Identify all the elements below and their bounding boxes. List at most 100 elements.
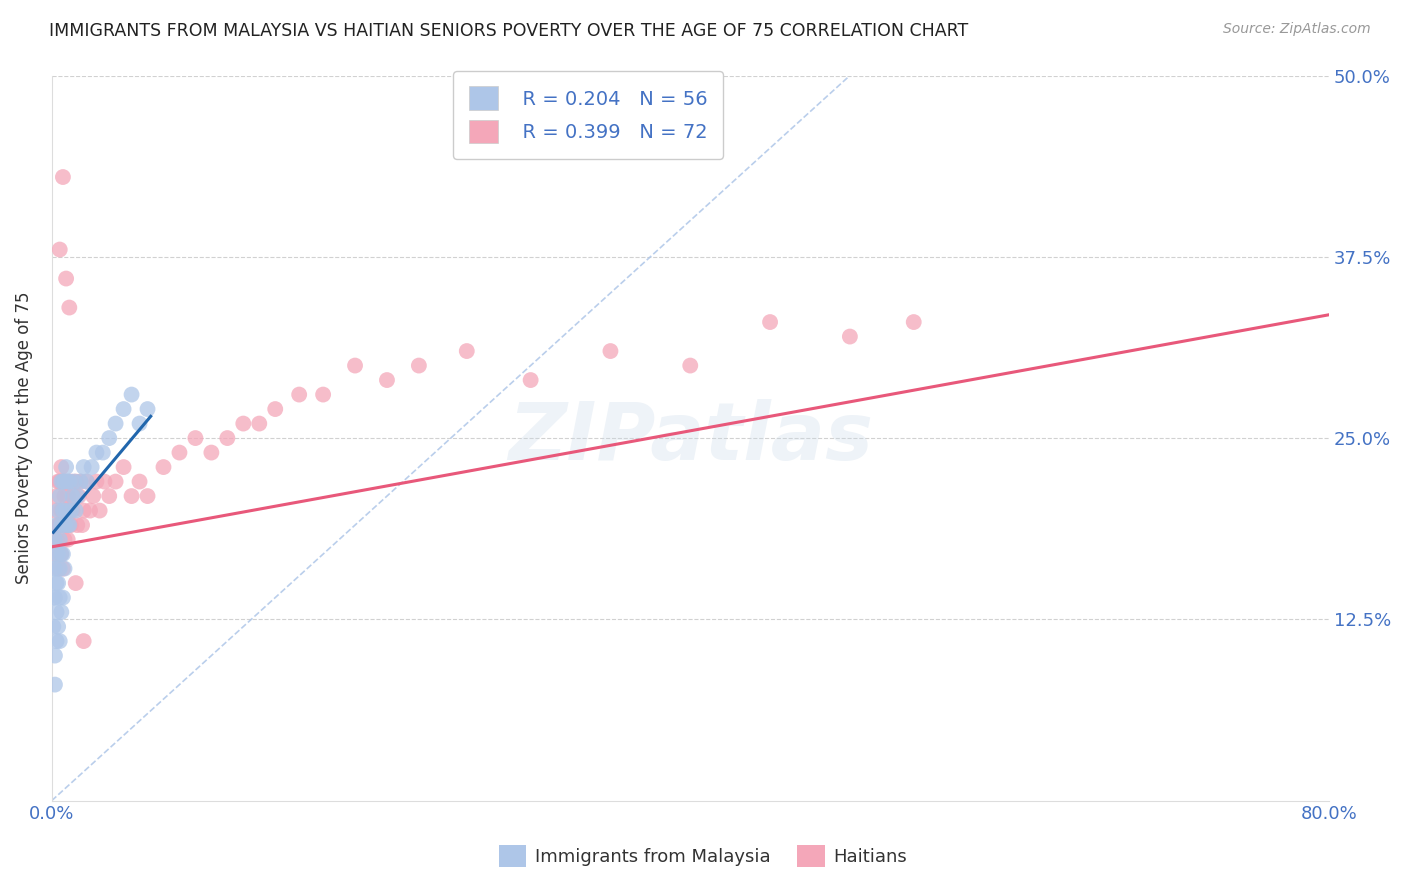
Point: [104, 475, 127, 489]
Point: [288, 387, 311, 401]
Point: [217, 431, 239, 445]
Point: [128, 475, 150, 489]
Point: [65, 503, 87, 517]
Point: [48, 547, 70, 561]
Point: [152, 460, 174, 475]
Point: [48, 561, 70, 575]
Point: [62, 489, 84, 503]
Point: [42, 591, 65, 605]
Point: [44, 547, 66, 561]
Point: [89, 503, 111, 517]
Point: [58, 503, 80, 517]
Text: IMMIGRANTS FROM MALAYSIA VS HAITIAN SENIORS POVERTY OVER THE AGE OF 75 CORRELATI: IMMIGRANTS FROM MALAYSIA VS HAITIAN SENI…: [49, 22, 969, 40]
Point: [128, 417, 150, 431]
Point: [42, 619, 65, 633]
Point: [53, 475, 76, 489]
Point: [52, 561, 75, 575]
Point: [112, 460, 135, 475]
Point: [45, 605, 67, 619]
Point: [46, 561, 69, 575]
Point: [121, 489, 143, 503]
Point: [519, 373, 541, 387]
Point: [52, 169, 75, 184]
Point: [76, 475, 98, 489]
Point: [58, 301, 80, 315]
Point: [86, 445, 108, 459]
Point: [375, 373, 398, 387]
Point: [55, 271, 77, 285]
Point: [56, 533, 79, 547]
Point: [45, 576, 67, 591]
Point: [69, 475, 91, 489]
Point: [52, 591, 75, 605]
Point: [58, 475, 80, 489]
Point: [56, 518, 79, 533]
Point: [136, 402, 159, 417]
Point: [86, 475, 108, 489]
Point: [184, 431, 207, 445]
Point: [42, 533, 65, 547]
Point: [45, 518, 67, 533]
Point: [52, 547, 75, 561]
Point: [59, 475, 82, 489]
Point: [73, 460, 96, 475]
Point: [58, 518, 80, 533]
Point: [73, 503, 96, 517]
Point: [42, 561, 65, 575]
Point: [679, 359, 702, 373]
Point: [48, 243, 70, 257]
Point: [312, 387, 335, 401]
Point: [51, 605, 73, 619]
Point: [232, 417, 254, 431]
Point: [91, 445, 114, 459]
Point: [247, 417, 270, 431]
Point: [53, 561, 76, 575]
Point: [44, 533, 66, 547]
Text: Source: ZipAtlas.com: Source: ZipAtlas.com: [1223, 22, 1371, 37]
Point: [55, 518, 77, 533]
Point: [44, 503, 66, 517]
Point: [69, 475, 91, 489]
Point: [48, 533, 70, 547]
Y-axis label: Seniors Poverty Over the Age of 75: Seniors Poverty Over the Age of 75: [15, 292, 32, 584]
Point: [73, 634, 96, 648]
Point: [53, 533, 76, 547]
Point: [55, 475, 77, 489]
Point: [169, 445, 191, 459]
Point: [759, 315, 782, 329]
Point: [67, 489, 90, 503]
Point: [52, 518, 75, 533]
Point: [59, 503, 82, 517]
Point: [46, 547, 69, 561]
Point: [52, 503, 75, 517]
Point: [48, 518, 70, 533]
Point: [55, 503, 77, 517]
Point: [48, 475, 70, 489]
Point: [903, 315, 925, 329]
Point: [344, 359, 367, 373]
Point: [408, 359, 430, 373]
Point: [51, 503, 73, 517]
Point: [48, 591, 70, 605]
Point: [104, 417, 127, 431]
Point: [76, 475, 98, 489]
Point: [65, 576, 87, 591]
Point: [46, 619, 69, 633]
Point: [838, 329, 860, 343]
Point: [45, 547, 67, 561]
Legend:   R = 0.204   N = 56,   R = 0.399   N = 72: R = 0.204 N = 56, R = 0.399 N = 72: [453, 70, 723, 159]
Point: [51, 475, 73, 489]
Point: [53, 489, 76, 503]
Point: [45, 634, 67, 648]
Point: [136, 489, 159, 503]
Point: [59, 518, 82, 533]
Point: [44, 591, 66, 605]
Point: [51, 518, 73, 533]
Point: [52, 475, 75, 489]
Point: [44, 561, 66, 575]
Point: [200, 445, 222, 459]
Point: [56, 475, 79, 489]
Point: [52, 475, 75, 489]
Point: [63, 489, 86, 503]
Legend: Immigrants from Malaysia, Haitians: Immigrants from Malaysia, Haitians: [492, 838, 914, 874]
